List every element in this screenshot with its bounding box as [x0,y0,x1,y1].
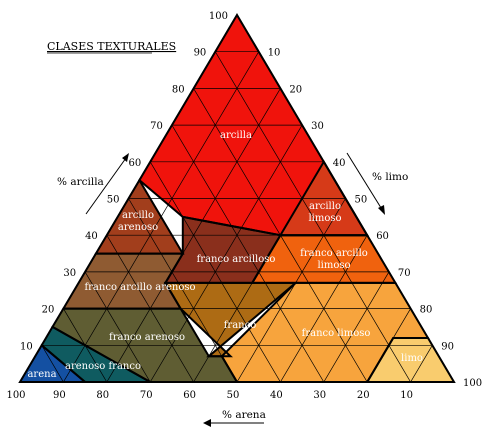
region-limo [367,338,454,382]
clay-tick-label: 30 [63,268,76,279]
label-franco-arcilloso: franco arcilloso [197,254,276,265]
region-franco-limoso [221,282,428,382]
sand-tick-label: 80 [96,390,109,401]
clay-tick-label: 70 [150,121,163,132]
triangle-outline [18,13,456,383]
clay-tick-label: 60 [128,158,141,169]
label-franco-arenoso: franco arenoso [109,332,185,343]
sand-tick-label: 20 [357,390,370,401]
silt-tick-label: 60 [376,231,389,242]
sand-arrow-icon [203,419,264,427]
silt-tick-label: 100 [463,378,482,389]
grid-lines [41,51,433,383]
clay-tick-label: 100 [209,11,228,22]
silt-arrow-icon [346,152,385,215]
label-arenoso-franco: arenoso franco [65,361,141,372]
label-arcilla: arcilla [220,130,252,141]
silt-axis-title: % limo [372,171,408,183]
label-franco: franco [224,320,257,331]
sand-tick-label: 90 [53,390,66,401]
silt-tick-label: 10 [268,48,281,59]
silt-tick-label: 80 [420,305,433,316]
silt-tick-label: 50 [355,195,368,206]
label-franco-limoso: franco limoso [302,328,371,339]
sand-axis-title: % arena [222,409,266,421]
clay-arrow-icon [85,153,129,215]
region-labels: arcilla arcillo limoso arcillo arenoso fra… [27,130,422,380]
sand-tick-label: 40 [270,390,283,401]
sand-tick-label: 10 [400,390,413,401]
clay-tick-label: 90 [194,48,207,59]
label-franco-arcillo-arenoso: franco arcillo arenoso [84,282,195,293]
clay-tick-label: 20 [42,305,55,316]
silt-tick-label: 90 [441,341,454,352]
clay-tick-label: 80 [172,84,185,95]
label-limo: limo [401,353,423,364]
label-arcillo-arenoso: arcillo arenoso [118,210,158,233]
clay-tick-label: 40 [85,231,98,242]
label-arcillo-limoso: arcillo limoso [308,201,341,224]
silt-tick-label: 70 [398,268,411,279]
sand-tick-label: 70 [140,390,153,401]
clay-axis-title: % arcilla [57,176,104,188]
silt-tick-label: 30 [311,121,324,132]
sand-axis-ticks: 100 90 80 70 60 50 40 30 20 10 [6,390,413,401]
chart-title: CLASES TEXTURALES [47,40,176,53]
silt-tick-label: 40 [333,158,346,169]
region-franco-arcillo-limoso [252,235,396,283]
label-arena: arena [27,369,56,380]
clay-tick-label: 50 [107,195,120,206]
sand-tick-label: 60 [183,390,196,401]
silt-tick-label: 20 [289,84,302,95]
silt-axis-ticks: 10 20 30 40 50 60 70 80 90 100 [268,48,482,389]
sand-tick-label: 50 [227,390,240,401]
clay-tick-label: 10 [20,341,33,352]
sand-tick-label: 100 [6,390,25,401]
region-franco-arcilloso [165,216,281,283]
sand-tick-label: 30 [313,390,326,401]
clay-axis-ticks: 10 20 30 40 50 60 70 80 90 100 [20,11,228,352]
label-franco-arcillo-limoso: franco arcillo limoso [300,248,368,271]
